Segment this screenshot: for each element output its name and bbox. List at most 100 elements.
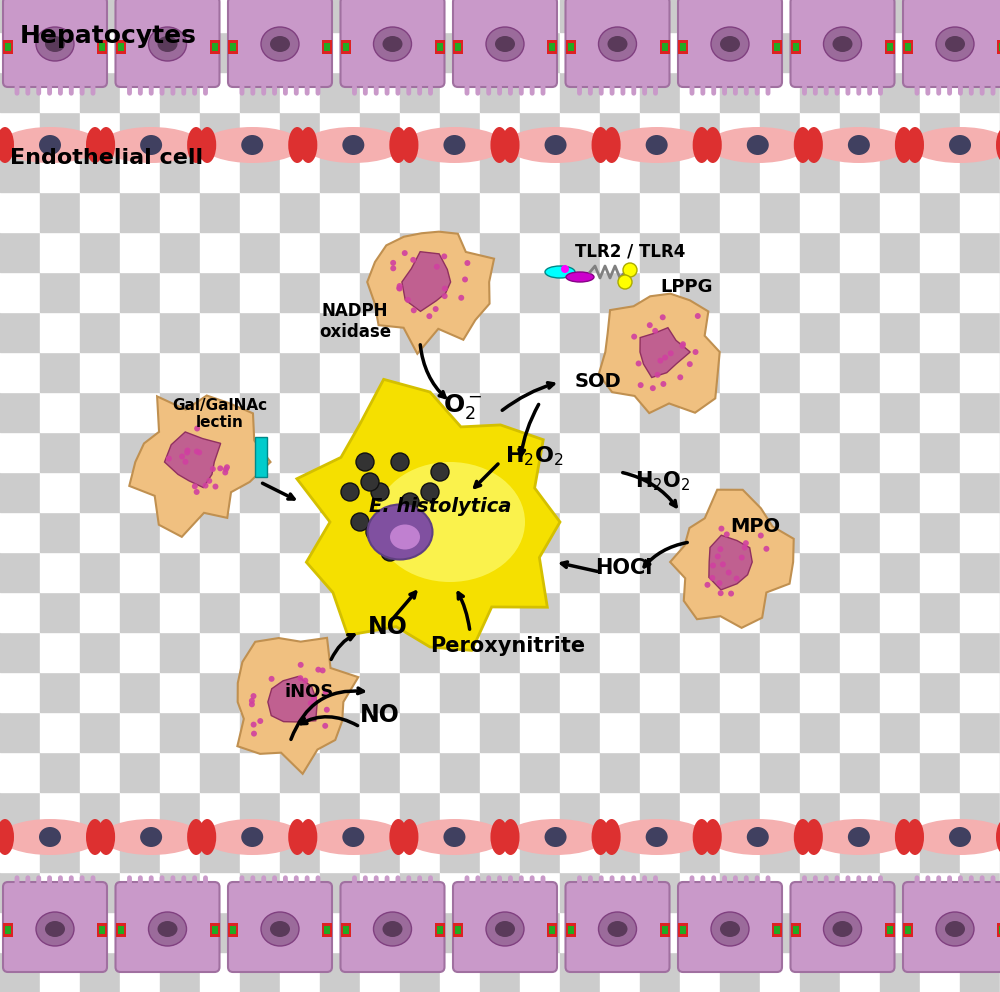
Bar	[440, 792, 480, 832]
Bar	[520, 152, 560, 192]
Bar	[360, 912, 400, 952]
Bar	[920, 392, 960, 432]
Bar	[840, 272, 880, 312]
Bar	[800, 432, 840, 472]
Bar	[560, 552, 600, 592]
Bar	[280, 232, 320, 272]
Circle shape	[718, 526, 724, 532]
Bar	[440, 112, 480, 152]
Bar	[320, 872, 360, 912]
Bar	[480, 232, 520, 272]
Ellipse shape	[506, 127, 606, 163]
Ellipse shape	[389, 127, 407, 163]
Bar	[200, 832, 240, 872]
Circle shape	[638, 382, 644, 388]
Bar	[240, 32, 280, 72]
Bar	[400, 352, 440, 392]
Bar	[200, 272, 240, 312]
Bar	[885, 40, 895, 54]
Bar	[160, 632, 200, 672]
Ellipse shape	[261, 27, 299, 61]
Ellipse shape	[747, 827, 769, 847]
Bar	[160, 672, 200, 712]
Ellipse shape	[288, 819, 306, 855]
Bar	[960, 32, 1000, 72]
Bar	[549, 926, 555, 934]
Bar	[600, 632, 640, 672]
Bar	[960, 112, 1000, 152]
Bar	[600, 72, 640, 112]
Bar	[255, 437, 267, 477]
Bar	[720, 832, 760, 872]
Bar	[840, 832, 880, 872]
Ellipse shape	[101, 819, 201, 855]
Bar	[640, 32, 680, 72]
Bar	[120, 792, 160, 832]
Bar	[120, 632, 160, 672]
Bar	[360, 272, 400, 312]
Bar	[200, 792, 240, 832]
Circle shape	[434, 264, 440, 270]
Bar	[790, 40, 800, 54]
Bar	[80, 552, 120, 592]
Bar	[360, 632, 400, 672]
Bar	[120, 912, 160, 952]
Bar	[640, 552, 680, 592]
Bar	[960, 312, 1000, 352]
Bar	[240, 352, 280, 392]
Bar	[320, 312, 360, 352]
Bar	[40, 552, 80, 592]
Bar	[200, 552, 240, 592]
Bar	[360, 432, 400, 472]
Bar	[800, 472, 840, 512]
Circle shape	[704, 582, 710, 588]
Ellipse shape	[895, 819, 913, 855]
Circle shape	[717, 547, 723, 553]
Circle shape	[194, 489, 200, 495]
Bar	[680, 912, 720, 952]
Ellipse shape	[608, 921, 628, 937]
Ellipse shape	[646, 827, 668, 847]
Bar	[960, 592, 1000, 632]
Bar	[440, 392, 480, 432]
Circle shape	[655, 372, 661, 378]
Ellipse shape	[906, 127, 924, 163]
Bar	[920, 952, 960, 992]
Bar	[5, 926, 11, 934]
Bar	[400, 672, 440, 712]
Bar	[240, 752, 280, 792]
Bar	[480, 0, 520, 32]
Bar	[0, 672, 40, 712]
Polygon shape	[670, 490, 794, 628]
Bar	[640, 952, 680, 992]
Ellipse shape	[794, 819, 812, 855]
Circle shape	[726, 569, 732, 575]
Bar	[160, 912, 200, 952]
Bar	[680, 792, 720, 832]
Bar	[80, 712, 120, 752]
Bar	[560, 0, 600, 32]
Bar	[212, 43, 218, 51]
Bar	[240, 872, 280, 912]
Bar	[200, 152, 240, 192]
Bar	[160, 152, 200, 192]
Bar	[640, 312, 680, 352]
Bar	[80, 752, 120, 792]
Bar	[680, 43, 686, 51]
Bar	[480, 152, 520, 192]
Ellipse shape	[45, 921, 65, 937]
Circle shape	[710, 562, 716, 568]
Text: iNOS: iNOS	[285, 683, 334, 701]
Bar	[920, 592, 960, 632]
Bar	[160, 192, 200, 232]
Bar	[120, 672, 160, 712]
Bar	[160, 392, 200, 432]
Bar	[120, 552, 160, 592]
Bar	[800, 192, 840, 232]
Bar	[960, 752, 1000, 792]
Circle shape	[397, 286, 403, 292]
Bar	[160, 272, 200, 312]
Ellipse shape	[404, 819, 504, 855]
FancyBboxPatch shape	[116, 882, 220, 972]
Ellipse shape	[747, 135, 769, 155]
